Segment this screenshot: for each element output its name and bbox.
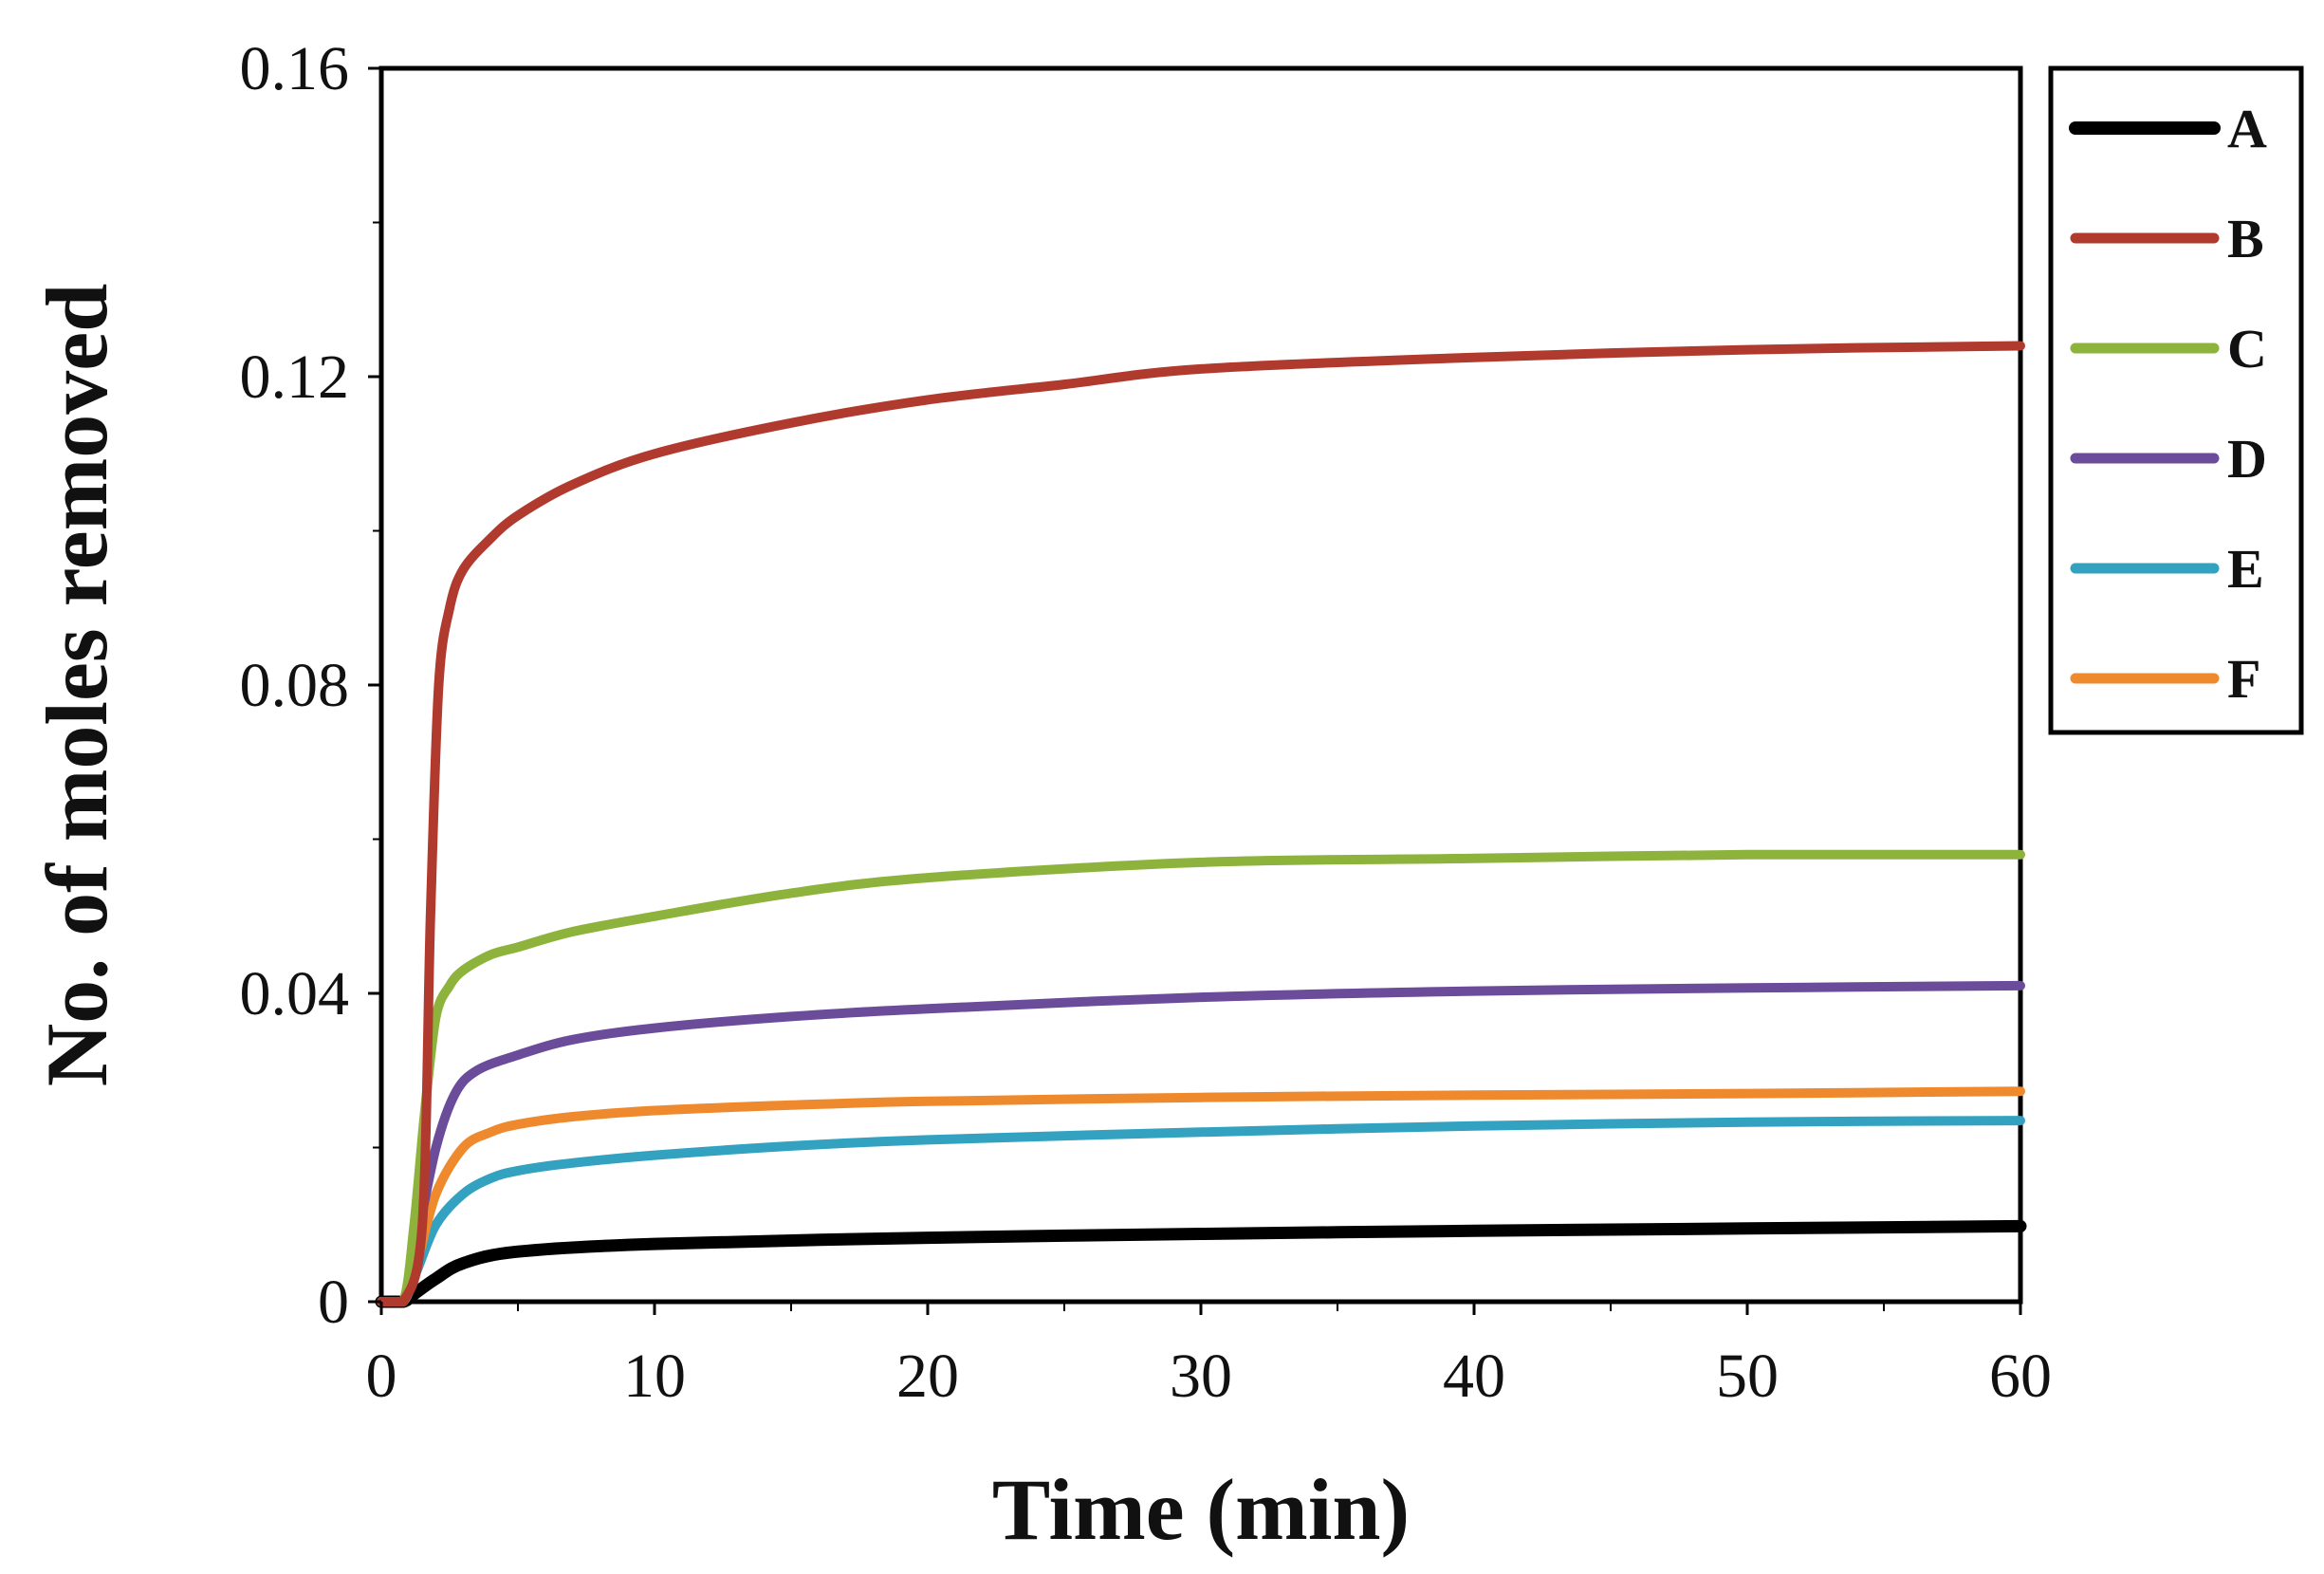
x-tick-label: 50 [1716,1342,1779,1411]
x-tick-label: 30 [1170,1342,1232,1411]
y-axis: 0 0.04 0.08 0.12 0.16 [240,34,381,1337]
series-line-a [375,1219,2027,1308]
series-line-b [377,341,2025,1306]
legend-label-b: B [2227,208,2264,269]
y-tick-label: 0.16 [240,34,350,103]
series-line-f [377,1086,2025,1306]
x-tick-label: 20 [896,1342,959,1411]
x-tick-label: 60 [1989,1342,2052,1411]
x-axis: 0 10 20 30 40 50 60 [366,1302,2052,1411]
y-tick-label: 0.08 [240,651,350,720]
x-tick-label: 0 [366,1342,397,1411]
legend-label-e: E [2227,538,2264,600]
series-layer [375,341,2027,1308]
series-line-d [377,980,2025,1306]
y-axis-title: No. of moles removed [28,284,125,1087]
x-tick-label: 40 [1443,1342,1505,1411]
x-tick-label: 10 [623,1342,686,1411]
legend-label-d: D [2227,428,2267,490]
plot-area [375,65,2027,1308]
y-tick-label: 0.12 [240,343,350,412]
x-axis-title: Time (min) [992,1461,1410,1558]
series-line-e [377,1116,2025,1306]
legend-label-f: F [2227,648,2260,710]
legend-label-a: A [2227,98,2267,159]
legend-label-c: C [2227,318,2267,380]
legend-frame [2048,65,2304,735]
y-tick-label: 0.04 [240,959,350,1028]
y-tick-label: 0 [318,1268,349,1337]
